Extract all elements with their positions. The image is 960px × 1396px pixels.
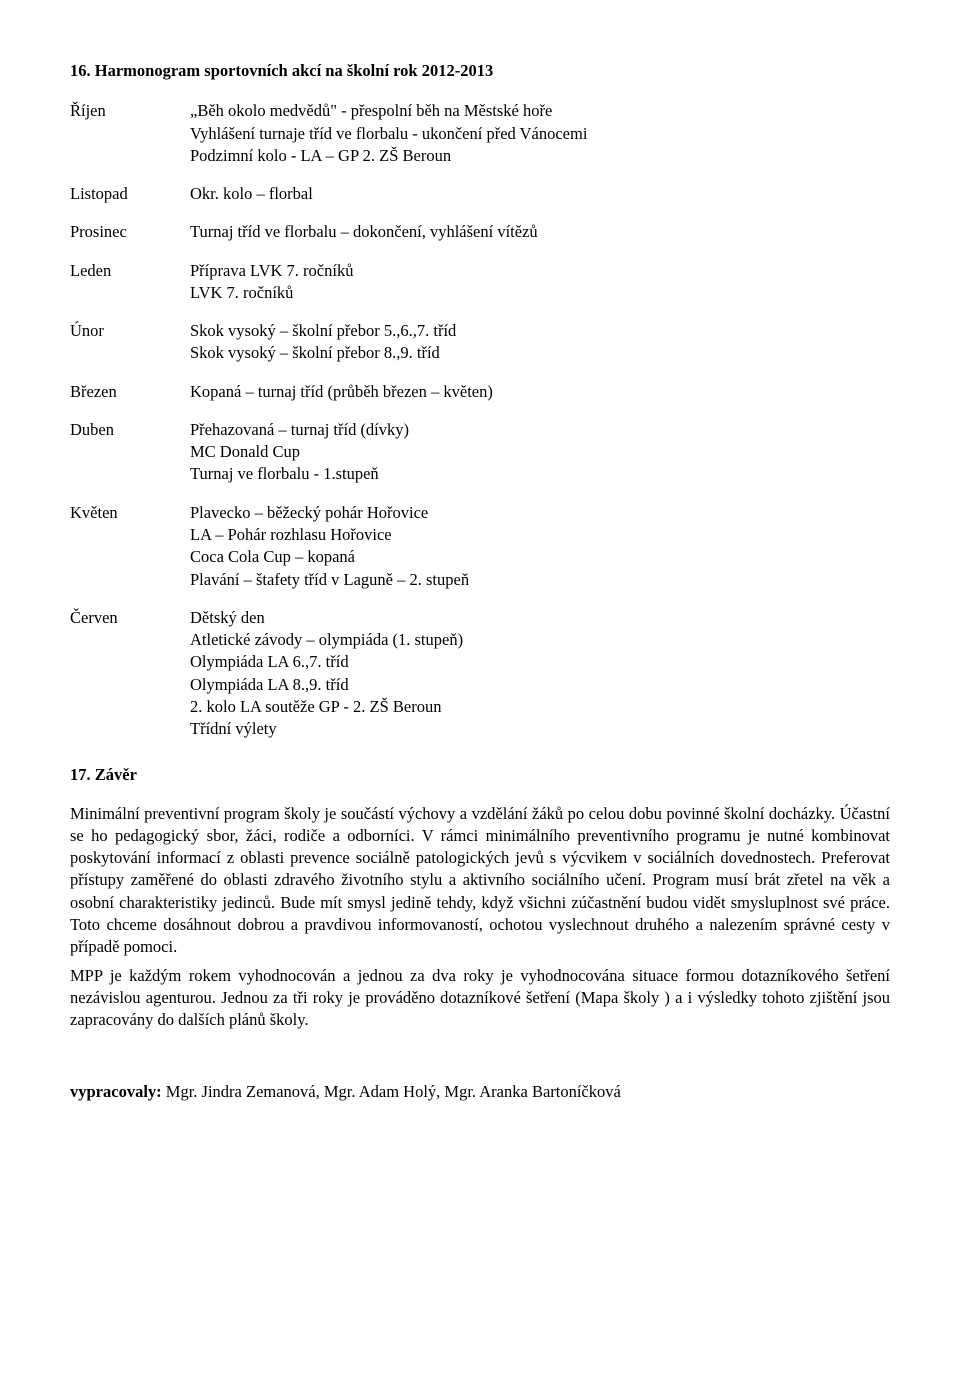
- schedule-line: Vyhlášení turnaje tříd ve florbalu - uko…: [190, 123, 890, 145]
- schedule-line: MC Donald Cup: [190, 441, 890, 463]
- month-unor: Únor Skok vysoký – školní přebor 5.,6.,7…: [70, 320, 890, 365]
- month-label: Únor: [70, 320, 190, 342]
- month-label: Listopad: [70, 183, 190, 205]
- schedule-line: Skok vysoký – školní přebor 5.,6.,7. tří…: [190, 320, 890, 342]
- month-content: Skok vysoký – školní přebor 5.,6.,7. tří…: [190, 320, 890, 365]
- month-content: Plavecko – běžecký pohár Hořovice LA – P…: [190, 502, 890, 591]
- zaver-paragraph-1: Minimální preventivní program školy je s…: [70, 803, 890, 959]
- month-leden: Leden Příprava LVK 7. ročníků LVK 7. roč…: [70, 260, 890, 305]
- schedule-line: LA – Pohár rozhlasu Hořovice: [190, 524, 890, 546]
- schedule-line: Příprava LVK 7. ročníků: [190, 260, 890, 282]
- month-label: Květen: [70, 502, 190, 524]
- schedule-line: Skok vysoký – školní přebor 8.,9. tříd: [190, 342, 890, 364]
- month-label: Duben: [70, 419, 190, 441]
- schedule-line: Třídní výlety: [190, 718, 890, 740]
- schedule-line: „Běh okolo medvědů" - přespolní běh na M…: [190, 100, 890, 122]
- month-label: Leden: [70, 260, 190, 282]
- authors-names: Mgr. Jindra Zemanová, Mgr. Adam Holý, Mg…: [166, 1082, 621, 1101]
- schedule-line: LVK 7. ročníků: [190, 282, 890, 304]
- authors-line: vypracovaly: Mgr. Jindra Zemanová, Mgr. …: [70, 1081, 890, 1103]
- schedule-line: Kopaná – turnaj tříd (průběh březen – kv…: [190, 381, 890, 403]
- month-prosinec: Prosinec Turnaj tříd ve florbalu – dokon…: [70, 221, 890, 243]
- month-content: Dětský den Atletické závody – olympiáda …: [190, 607, 890, 741]
- schedule-line: Přehazovaná – turnaj tříd (dívky): [190, 419, 890, 441]
- zaver-paragraph-2: MPP je každým rokem vyhodnocován a jedno…: [70, 965, 890, 1032]
- schedule-line: 2. kolo LA soutěže GP - 2. ZŠ Beroun: [190, 696, 890, 718]
- schedule-line: Olympiáda LA 8.,9. tříd: [190, 674, 890, 696]
- month-brezen: Březen Kopaná – turnaj tříd (průběh břez…: [70, 381, 890, 403]
- month-content: Okr. kolo – florbal: [190, 183, 890, 205]
- month-listopad: Listopad Okr. kolo – florbal: [70, 183, 890, 205]
- schedule-line: Plavecko – běžecký pohár Hořovice: [190, 502, 890, 524]
- schedule-line: Plavání – štafety tříd v Laguně – 2. stu…: [190, 569, 890, 591]
- schedule-list: Říjen „Běh okolo medvědů" - přespolní bě…: [70, 100, 890, 740]
- month-label: Březen: [70, 381, 190, 403]
- schedule-line: Atletické závody – olympiáda (1. stupeň): [190, 629, 890, 651]
- month-content: „Běh okolo medvědů" - přespolní běh na M…: [190, 100, 890, 167]
- schedule-line: Okr. kolo – florbal: [190, 183, 890, 205]
- month-duben: Duben Přehazovaná – turnaj tříd (dívky) …: [70, 419, 890, 486]
- schedule-line: Coca Cola Cup – kopaná: [190, 546, 890, 568]
- month-rijen: Říjen „Běh okolo medvědů" - přespolní bě…: [70, 100, 890, 167]
- month-content: Turnaj tříd ve florbalu – dokončení, vyh…: [190, 221, 890, 243]
- month-label: Prosinec: [70, 221, 190, 243]
- month-content: Příprava LVK 7. ročníků LVK 7. ročníků: [190, 260, 890, 305]
- month-label: Říjen: [70, 100, 190, 122]
- schedule-line: Turnaj ve florbalu - 1.stupeň: [190, 463, 890, 485]
- schedule-line: Podzimní kolo - LA – GP 2. ZŠ Beroun: [190, 145, 890, 167]
- month-label: Červen: [70, 607, 190, 629]
- month-content: Kopaná – turnaj tříd (průběh březen – kv…: [190, 381, 890, 403]
- schedule-line: Olympiáda LA 6.,7. tříd: [190, 651, 890, 673]
- schedule-line: Dětský den: [190, 607, 890, 629]
- month-kveten: Květen Plavecko – běžecký pohár Hořovice…: [70, 502, 890, 591]
- section-heading: 16. Harmonogram sportovních akcí na škol…: [70, 60, 890, 82]
- schedule-line: Turnaj tříd ve florbalu – dokončení, vyh…: [190, 221, 890, 243]
- month-content: Přehazovaná – turnaj tříd (dívky) MC Don…: [190, 419, 890, 486]
- month-cerven: Červen Dětský den Atletické závody – oly…: [70, 607, 890, 741]
- zaver-heading: 17. Závěr: [70, 764, 890, 786]
- authors-prefix: vypracovaly:: [70, 1082, 166, 1101]
